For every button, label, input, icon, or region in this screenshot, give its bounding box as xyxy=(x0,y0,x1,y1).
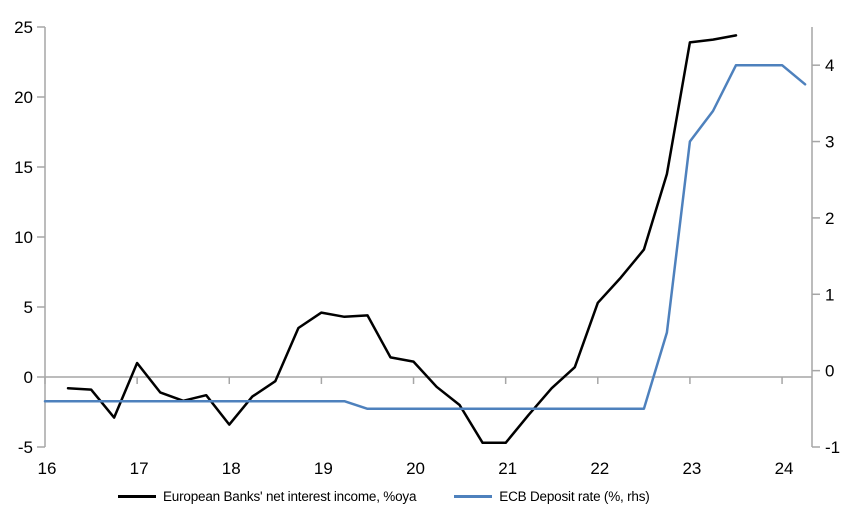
right-axis-tick-label: -1 xyxy=(825,438,840,457)
left-axis-tick-label: 15 xyxy=(14,158,33,177)
left-axis-tick-label: 5 xyxy=(24,298,33,317)
x-axis-tick-label: 20 xyxy=(406,459,425,478)
right-axis-tick-label: 3 xyxy=(825,133,834,152)
x-axis-tick-label: 19 xyxy=(314,459,333,478)
legend-label-ecb-deposit-rate: ECB Deposit rate (%, rhs) xyxy=(499,489,650,504)
series-line-1 xyxy=(43,63,807,411)
x-axis-tick-label: 22 xyxy=(590,459,609,478)
left-axis-tick-label: 25 xyxy=(14,18,33,37)
right-axis-tick-label: 4 xyxy=(825,56,834,75)
blue-line-swatch-icon xyxy=(454,495,493,498)
x-axis-tick-label: 21 xyxy=(498,459,517,478)
left-axis-tick-label: -5 xyxy=(18,438,33,457)
x-axis-tick-label: 23 xyxy=(682,459,701,478)
legend-label-net-interest-income: European Banks' net interest income, %oy… xyxy=(163,489,417,504)
black-line-swatch-icon xyxy=(118,495,156,498)
legend-item-net-interest-income: European Banks' net interest income, %oy… xyxy=(118,489,416,504)
x-axis-tick-label: 24 xyxy=(775,459,794,478)
legend-item-ecb-deposit-rate: ECB Deposit rate (%, rhs) xyxy=(454,489,650,504)
x-axis-tick-label: 18 xyxy=(222,459,241,478)
x-axis-tick-label: 17 xyxy=(130,459,149,478)
left-axis-tick-label: 20 xyxy=(14,88,33,107)
left-axis-tick-label: 0 xyxy=(24,368,33,387)
left-axis-tick-label: 10 xyxy=(14,228,33,247)
chart-legend: European Banks' net interest income, %oy… xyxy=(118,489,650,504)
x-axis-tick-label: 16 xyxy=(38,459,57,478)
right-axis-tick-label: 0 xyxy=(825,362,834,381)
right-axis-tick-label: 2 xyxy=(825,209,834,228)
right-axis-tick-label: 1 xyxy=(825,285,834,304)
series-line-0 xyxy=(66,34,738,445)
